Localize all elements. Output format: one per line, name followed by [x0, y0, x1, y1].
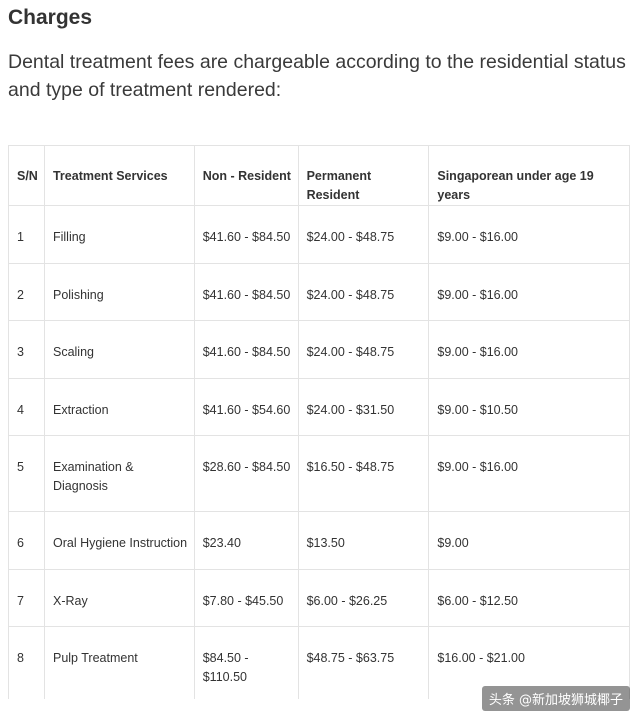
cell-non-resident: $7.80 - $45.50 — [193, 568, 299, 627]
cell-singaporean: $9.00 - $16.00 — [428, 262, 630, 321]
cell-service: Examination & Diagnosis — [43, 435, 195, 512]
cell-non-resident: $41.60 - $84.50 — [193, 320, 299, 379]
header-singaporean-under-19: Singaporean under age 19 years — [428, 145, 630, 206]
header-non-resident: Non - Resident — [193, 145, 299, 206]
cell-singaporean: $9.00 - $16.00 — [428, 205, 630, 264]
table-row: 4 Extraction $41.60 - $54.60 $24.00 - $3… — [8, 377, 630, 436]
cell-sn: 8 — [8, 626, 45, 699]
cell-service: Oral Hygiene Instruction — [43, 511, 195, 570]
cell-permanent-resident: $6.00 - $26.25 — [297, 568, 430, 627]
table-row: 7 X-Ray $7.80 - $45.50 $6.00 - $26.25 $6… — [8, 568, 630, 627]
cell-singaporean: $9.00 — [428, 511, 630, 570]
cell-service: Extraction — [43, 377, 195, 436]
table-row: 3 Scaling $41.60 - $84.50 $24.00 - $48.7… — [8, 320, 630, 379]
watermark: 头条 @新加坡狮城椰子 — [481, 686, 630, 711]
cell-non-resident: $41.60 - $84.50 — [193, 262, 299, 321]
table-row: 8 Pulp Treatment $84.50 - $110.50 $48.75… — [8, 626, 630, 699]
cell-service: X-Ray — [43, 568, 195, 627]
cell-singaporean: $9.00 - $16.00 — [428, 320, 630, 379]
cell-permanent-resident: $13.50 — [297, 511, 430, 570]
table-row: 1 Filling $41.60 - $84.50 $24.00 - $48.7… — [8, 205, 630, 264]
cell-service: Pulp Treatment — [43, 626, 195, 699]
charges-table: S/N Treatment Services Non - Resident Pe… — [8, 145, 630, 699]
cell-service: Polishing — [43, 262, 195, 321]
cell-permanent-resident: $24.00 - $31.50 — [297, 377, 430, 436]
cell-sn: 6 — [8, 511, 45, 570]
cell-permanent-resident: $16.50 - $48.75 — [297, 435, 430, 512]
cell-permanent-resident: $48.75 - $63.75 — [297, 626, 430, 699]
cell-sn: 1 — [8, 205, 45, 264]
cell-sn: 4 — [8, 377, 45, 436]
cell-singaporean: $6.00 - $12.50 — [428, 568, 630, 627]
table-row: 2 Polishing $41.60 - $84.50 $24.00 - $48… — [8, 262, 630, 321]
cell-non-resident: $41.60 - $84.50 — [193, 205, 299, 264]
cell-non-resident: $28.60 - $84.50 — [193, 435, 299, 512]
cell-permanent-resident: $24.00 - $48.75 — [297, 205, 430, 264]
intro-text: Dental treatment fees are chargeable acc… — [8, 51, 626, 101]
cell-non-resident: $41.60 - $54.60 — [193, 377, 299, 436]
cell-non-resident: $84.50 - $110.50 — [193, 626, 299, 699]
header-sn: S/N — [8, 145, 45, 206]
header-treatment-services: Treatment Services — [43, 145, 195, 206]
cell-sn: 3 — [8, 320, 45, 379]
page-heading: Charges — [8, 6, 93, 29]
cell-sn: 5 — [8, 435, 45, 512]
cell-service: Filling — [43, 205, 195, 264]
table-row: 6 Oral Hygiene Instruction $23.40 $13.50… — [8, 511, 630, 570]
cell-non-resident: $23.40 — [193, 511, 299, 570]
cell-sn: 7 — [8, 568, 45, 627]
cell-service: Scaling — [43, 320, 195, 379]
cell-permanent-resident: $24.00 - $48.75 — [297, 262, 430, 321]
cell-sn: 2 — [8, 262, 45, 321]
table-header-row: S/N Treatment Services Non - Resident Pe… — [8, 145, 630, 206]
table-row: 5 Examination & Diagnosis $28.60 - $84.5… — [8, 435, 630, 512]
cell-singaporean: $9.00 - $16.00 — [428, 435, 630, 512]
cell-singaporean: $9.00 - $10.50 — [428, 377, 630, 436]
header-permanent-resident: Permanent Resident — [297, 145, 430, 206]
cell-permanent-resident: $24.00 - $48.75 — [297, 320, 430, 379]
